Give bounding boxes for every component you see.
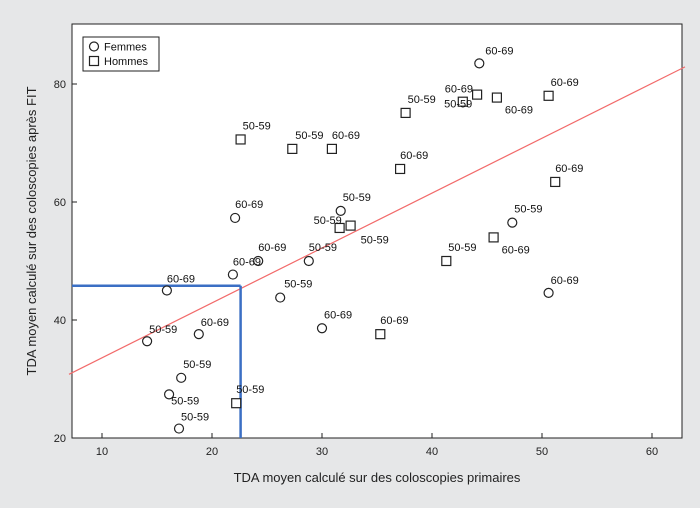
femmes-point	[335, 205, 346, 216]
hommes-point	[287, 143, 298, 154]
point-label: 60-69	[485, 45, 513, 57]
x-tick-label: 20	[206, 446, 218, 458]
y-tick-label: 20	[54, 433, 66, 445]
regression-line	[68, 66, 686, 375]
hommes-point	[491, 92, 502, 103]
point-label: 50-59	[171, 395, 199, 407]
point-label: 50-59	[343, 192, 371, 204]
plot-area	[71, 23, 683, 439]
point-label: 60-69	[505, 105, 533, 117]
legend-femmes-label: Femmes	[104, 42, 147, 54]
point-label: 60-69	[324, 309, 352, 321]
femmes-point	[193, 329, 204, 340]
femmes-point	[227, 269, 238, 280]
x-axis-title: TDA moyen calculé sur des coloscopies pr…	[234, 470, 521, 485]
y-tick-label: 80	[54, 79, 66, 91]
point-label: 50-59	[361, 235, 389, 247]
hommes-point	[395, 163, 406, 175]
hommes-point	[543, 90, 554, 101]
lines-layer	[68, 66, 686, 438]
femmes-point	[142, 336, 153, 347]
point-label: 60-69	[551, 275, 579, 287]
hommes-point	[334, 222, 345, 234]
x-tick-label: 40	[426, 446, 438, 458]
point-label: 50-59	[448, 242, 476, 254]
point-label: 50-59	[444, 99, 472, 111]
point-label: 50-59	[514, 204, 542, 216]
femmes-point	[275, 292, 286, 303]
point-label: 60-69	[551, 77, 579, 89]
femmes-point	[253, 255, 264, 267]
point-label: 50-59	[236, 384, 264, 396]
femmes-point	[474, 58, 485, 69]
point-label: 50-59	[284, 279, 312, 291]
hommes-point	[550, 176, 561, 188]
femmes-point	[543, 287, 554, 298]
femmes-point	[316, 323, 328, 334]
legend-hommes-label: Hommes	[104, 56, 149, 68]
point-label: 60-69	[400, 150, 428, 162]
x-tick-label: 10	[96, 446, 108, 458]
x-tick-label: 50	[536, 446, 548, 458]
point-label: 50-59	[243, 120, 271, 132]
hommes-point	[231, 398, 242, 409]
point-label: 50-59	[309, 242, 337, 254]
hommes-point	[235, 134, 246, 145]
hommes-point	[441, 255, 452, 267]
point-label: 60-69	[502, 244, 530, 256]
point-label: 60-69	[555, 163, 583, 175]
hommes-point	[457, 96, 468, 107]
point-label: 50-59	[295, 130, 323, 142]
point-label: 60-69	[445, 84, 473, 96]
point-label: 60-69	[167, 274, 195, 286]
hommes-point	[488, 232, 499, 243]
femmes-point	[507, 217, 518, 228]
femmes-point	[303, 255, 314, 267]
legend-femmes-marker	[88, 41, 100, 52]
x-tick-label: 60	[646, 446, 658, 458]
hommes-point	[400, 107, 411, 119]
femmes-point	[164, 389, 175, 400]
hommes-point	[472, 89, 483, 100]
point-label: 50-59	[408, 94, 436, 106]
hommes-point	[326, 143, 337, 154]
y-tick-label: 40	[54, 315, 66, 327]
point-label: 60-69	[235, 199, 263, 211]
ticks-layer: 10 20 30 40 50 60 20 40 60 80	[54, 79, 658, 458]
point-label: 60-69	[233, 257, 261, 269]
points-layer	[142, 58, 561, 434]
femmes-point	[161, 285, 172, 296]
x-tick-label: 30	[316, 446, 328, 458]
point-label: 60-69	[258, 242, 286, 254]
labels-layer: 60-69 50-59 60-69 50-59 60-69 50-59 60-69 60-69…	[149, 45, 583, 423]
point-label: 60-69	[332, 130, 360, 142]
point-label: 50-59	[183, 359, 211, 371]
point-label: 50-59	[314, 215, 342, 227]
hommes-point	[375, 329, 386, 340]
femmes-point	[230, 212, 241, 224]
y-tick-label: 60	[54, 197, 66, 209]
femmes-point	[173, 423, 185, 434]
point-label: 60-69	[380, 315, 408, 327]
point-label: 60-69	[201, 317, 229, 329]
legend-hommes-marker	[88, 55, 100, 67]
point-label: 50-59	[181, 412, 209, 424]
femmes-point	[176, 372, 187, 383]
hommes-point	[345, 220, 356, 231]
y-axis-title: TDA moyen calculé sur des coloscopies ap…	[24, 86, 39, 375]
point-label: 50-59	[149, 324, 177, 336]
legend: Femmes Hommes	[82, 36, 160, 72]
